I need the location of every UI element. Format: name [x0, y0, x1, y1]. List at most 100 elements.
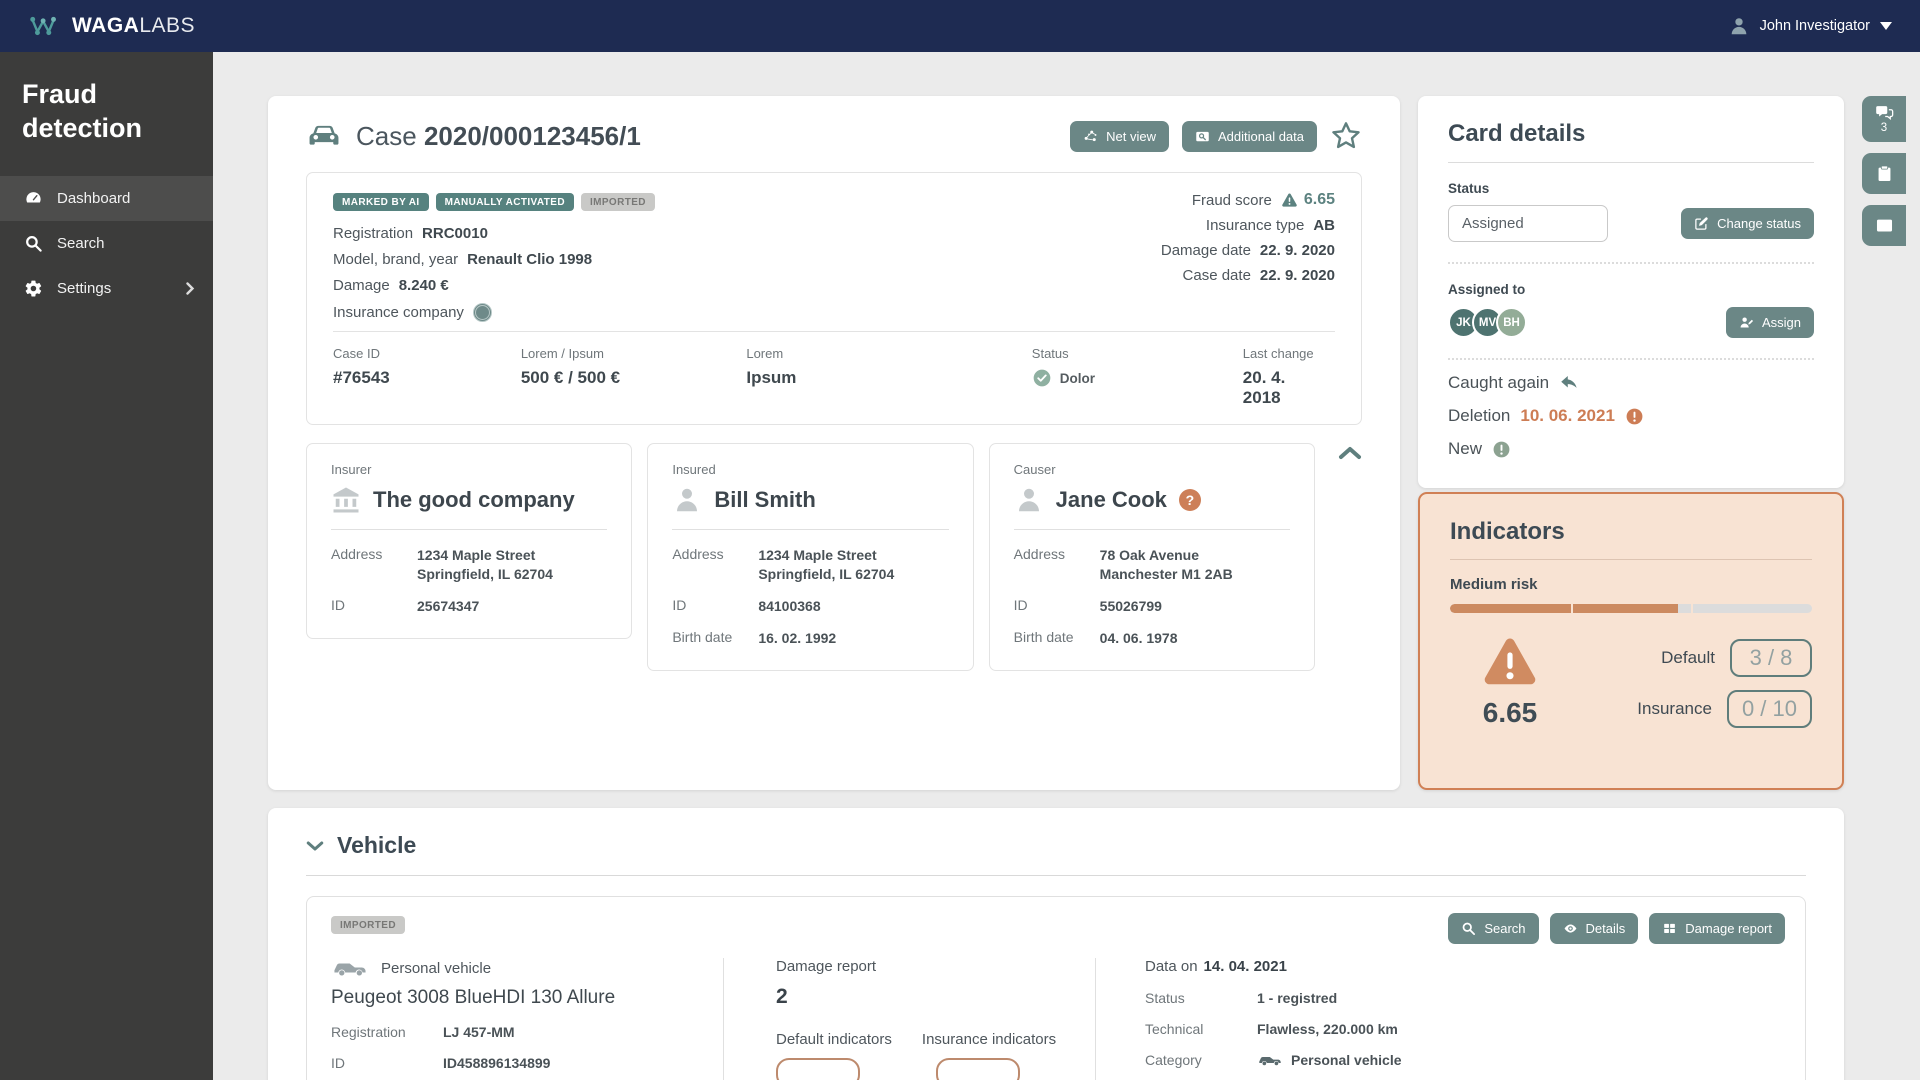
vehicle-category-row: Category Personal vehicle	[1145, 1052, 1402, 1068]
clipboard-icon	[1878, 165, 1890, 182]
sidebar-title: Fraud detection	[22, 79, 143, 143]
case-info-divider	[333, 331, 1335, 332]
additional-data-button[interactable]: Additional data	[1181, 120, 1317, 152]
gear-icon	[25, 280, 42, 296]
damage-report-value: 2	[776, 985, 788, 1008]
fraud-score-value: 6.65	[1303, 191, 1335, 208]
deletion-date: 10. 06. 2021	[1520, 406, 1615, 425]
net-view-button[interactable]: Net view	[1070, 120, 1169, 152]
vehicle-id-row: ID ID458896134899	[331, 1055, 551, 1071]
collapse-parties-button[interactable]	[1338, 445, 1362, 461]
chevron-down-icon[interactable]	[306, 840, 324, 852]
default-indicator-value[interactable]: 3 / 8	[1730, 638, 1812, 677]
badge-marked-by-ai: MARKED BY AI	[333, 193, 429, 211]
alert-circle-icon	[1626, 408, 1643, 424]
sidebar-item-search[interactable]: Search	[0, 221, 213, 266]
image-search-icon	[1196, 131, 1209, 141]
insurance-indicators-box[interactable]	[936, 1058, 1020, 1080]
card-details-panel: Card details Status Change status Assign…	[1418, 96, 1844, 488]
insurer-name[interactable]: The good company	[373, 487, 575, 512]
check-circle-icon	[1033, 369, 1051, 387]
edit-icon	[1695, 217, 1708, 230]
avatar[interactable]: BH	[1496, 307, 1527, 338]
insurance-company-logo[interactable]	[472, 303, 492, 322]
caught-again-row: Caught again	[1448, 373, 1814, 393]
chevron-right-icon	[186, 281, 195, 295]
contact-card-button[interactable]	[1862, 205, 1906, 246]
vehicle-registration-row: Registration LJ 457-MM	[331, 1024, 515, 1040]
status-input[interactable]	[1448, 205, 1608, 242]
vehicle-details-button[interactable]: Details	[1549, 913, 1639, 944]
stat-case-id: Case ID #76543	[333, 346, 390, 387]
damage-field: Damage 8.240 €	[333, 277, 449, 294]
indicator-score-value: 6.65	[1482, 697, 1538, 728]
person-icon	[677, 488, 698, 512]
favorite-star-icon[interactable]	[1330, 120, 1362, 152]
sidebar-item-label: Dashboard	[57, 189, 131, 207]
damage-date-field: Damage date 22. 9. 2020	[1160, 242, 1335, 259]
stat-lorem-ipsum: Lorem / Ipsum 500 € / 500 €	[520, 346, 621, 387]
indicator-score: 6.65	[1450, 637, 1570, 729]
insured-name[interactable]: Bill Smith	[714, 487, 816, 512]
new-row: New	[1448, 439, 1814, 459]
assign-button[interactable]: Assign	[1725, 307, 1814, 338]
case-date-field: Case date 22. 9. 2020	[1182, 267, 1335, 284]
question-badge[interactable]: ?	[1178, 489, 1201, 511]
undo-arrow-icon[interactable]	[1559, 374, 1579, 392]
bank-icon	[333, 487, 359, 513]
sidebar-item-label: Settings	[57, 279, 112, 297]
causer-name[interactable]: Jane Cook	[1055, 487, 1167, 512]
comments-button[interactable]: 3	[1862, 96, 1906, 142]
causer-id-row: ID 55026799	[1013, 596, 1162, 614]
risk-label: Medium risk	[1450, 576, 1538, 593]
assign-person-icon	[1740, 317, 1754, 328]
dashboard-icon	[26, 191, 41, 202]
registration-field: Registration RRC0010	[333, 225, 488, 242]
data-on-line: Data on 14. 04. 2021	[1145, 958, 1287, 975]
chat-bubbles-icon	[1875, 106, 1893, 121]
sidebar-item-settings[interactable]: Settings	[0, 266, 213, 311]
side-toolbar: 3	[1862, 96, 1906, 246]
insurer-address-row: Address 1234 Maple Street Springfield, IL…	[331, 546, 553, 582]
default-indicators-box[interactable]	[776, 1058, 860, 1080]
brand-logo[interactable]: WAGALABS	[28, 14, 195, 38]
insurer-card: Insurer The good company Address 1234 Ma…	[306, 443, 633, 639]
car-icon	[309, 125, 339, 145]
badge-manually-activated: MANUALLY ACTIVATED	[435, 193, 574, 211]
vehicle-search-button[interactable]: Search	[1448, 913, 1539, 944]
change-status-button[interactable]: Change status	[1681, 208, 1814, 239]
sidebar-item-dashboard[interactable]: Dashboard	[0, 175, 213, 221]
insured-birth-row: Birth date 16. 02. 1992	[672, 628, 837, 646]
chevron-up-icon	[1338, 447, 1361, 459]
network-icon	[1084, 130, 1097, 141]
card-details-title: Card details	[1448, 120, 1586, 147]
wagalabs-logo-icon	[30, 16, 56, 36]
assigned-to-label: Assigned to	[1448, 282, 1526, 297]
case-right-fields: Fraud score 6.65 Insurance type AB Damage…	[1161, 191, 1335, 292]
indicators-title: Indicators	[1450, 518, 1565, 545]
insurance-company-field: Insurance company	[333, 303, 1335, 322]
warning-triangle-icon	[1282, 192, 1297, 207]
info-circle-icon	[1493, 441, 1510, 457]
case-header: Case 2020/000123456/1 Net view Additiona…	[306, 120, 1362, 152]
parties-row: Insurer The good company Address 1234 Ma…	[306, 443, 1362, 671]
vehicle-section-title: Vehicle	[337, 832, 417, 858]
damage-report-label: Damage report	[776, 958, 877, 975]
id-card-icon	[1876, 219, 1892, 232]
default-indicator-row: Default 3 / 8	[1570, 638, 1812, 677]
vehicle-damage-report-button[interactable]: Damage report	[1649, 913, 1785, 944]
insurance-indicator-value[interactable]: 0 / 10	[1726, 689, 1812, 728]
search-icon	[1462, 922, 1476, 935]
search-icon	[26, 235, 42, 252]
stat-lorem: Lorem Ipsum	[746, 346, 797, 387]
vehicle-imported-badge: IMPORTED	[331, 916, 405, 934]
user-menu[interactable]: John Investigator	[1728, 15, 1892, 37]
vehicle-actions: Search Details Damage report	[1448, 913, 1785, 944]
vehicle-status-row: Status 1 - registred	[1145, 990, 1338, 1006]
insured-id-row: ID 84100368	[672, 596, 821, 614]
notes-button[interactable]	[1862, 153, 1906, 194]
fraud-score-field: Fraud score 6.65	[1191, 191, 1335, 209]
indicators-panel: Indicators Medium risk 6.65 Default 3 / …	[1418, 492, 1844, 790]
user-name: John Investigator	[1759, 18, 1870, 34]
caret-down-icon	[1880, 22, 1892, 30]
